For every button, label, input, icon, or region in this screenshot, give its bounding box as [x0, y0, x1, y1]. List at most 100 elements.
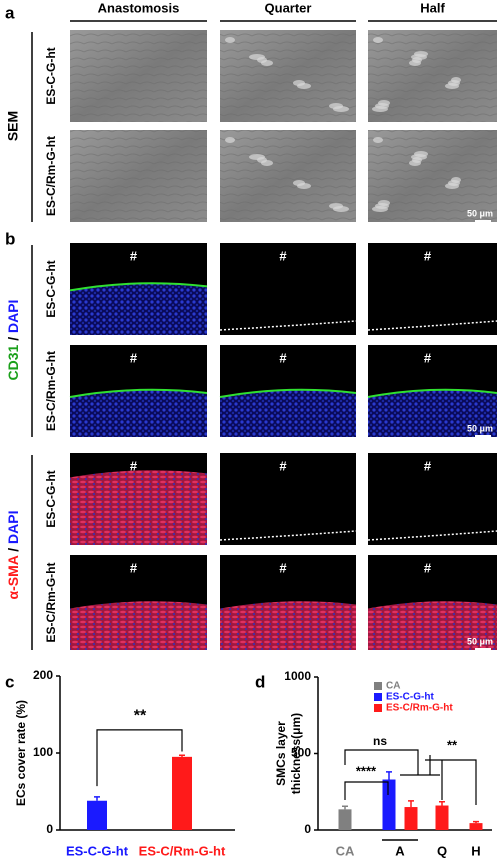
row-label: ES-C/Rm-G-ht: [44, 136, 58, 216]
row-label: ES-C-G-ht: [44, 47, 58, 104]
sem-debris: [293, 180, 305, 186]
tissue: [70, 601, 207, 650]
error-bar: [179, 754, 185, 757]
column-header: Anastomosis: [98, 0, 180, 15]
endothelium: [219, 388, 357, 398]
sem-debris: [225, 137, 235, 143]
bar: [382, 779, 396, 830]
sem-texture: [368, 130, 497, 222]
legend-label: ES-C-G-ht: [386, 692, 434, 703]
lumen-marker: #: [424, 248, 432, 263]
lumen-marker: #: [130, 458, 138, 473]
error-bar: [342, 805, 348, 810]
x-tick-label: A: [395, 843, 405, 858]
row-group-label: SEM: [5, 111, 21, 141]
y-tick-label: 500: [291, 746, 311, 760]
y-axis-label: thickness(μm): [289, 713, 303, 794]
row-label: ES-C-G-ht: [44, 260, 58, 317]
stain-label: CD31 / DAPI: [5, 300, 21, 381]
error-bar: [386, 771, 392, 780]
panel-label: c: [5, 672, 14, 691]
micrograph: [368, 243, 497, 335]
lumen-edge: [367, 530, 498, 541]
annotation: ****: [356, 763, 377, 778]
row-label: ES-C/Rm-G-ht: [44, 351, 58, 431]
legend-label: CA: [386, 681, 400, 692]
sem-debris: [249, 54, 265, 60]
x-tick-label: ES-C/Rm-G-ht: [139, 843, 226, 858]
endothelium: [69, 282, 208, 292]
lumen-marker: #: [279, 350, 287, 365]
panel-label: d: [255, 672, 265, 691]
lumen-edge: [367, 320, 498, 331]
sig-bracket: [344, 749, 419, 765]
row-label: ES-C/Rm-G-ht: [44, 563, 58, 643]
legend-label: ES-C/Rm-G-ht: [386, 703, 453, 714]
y-axis-label: ECs cover rate (%): [14, 700, 28, 806]
tissue: [368, 601, 497, 650]
annotation: **: [447, 737, 458, 752]
annotation: **: [134, 707, 147, 724]
bar: [435, 805, 449, 830]
bar: [338, 809, 352, 830]
error-bar: [473, 820, 479, 824]
sem-debris: [414, 51, 428, 57]
bar: [87, 800, 107, 830]
tissue: [70, 389, 207, 437]
column-header: Half: [420, 0, 445, 15]
lumen-marker: #: [424, 458, 432, 473]
sem-debris: [373, 137, 383, 143]
x-tick-label: Q: [437, 843, 447, 858]
tissue: [70, 470, 207, 545]
sem-debris: [451, 77, 461, 83]
tissue: [70, 283, 207, 335]
scale-bar-label: 50 μm: [467, 636, 493, 646]
stain-part: /: [5, 548, 21, 552]
error-bar: [439, 800, 445, 806]
sem-debris: [414, 151, 428, 157]
stain-label: α-SMA / DAPI: [5, 511, 21, 600]
endothelium: [69, 388, 208, 398]
stain-part: CD31: [5, 344, 21, 380]
lumen-marker: #: [130, 248, 138, 263]
legend-swatch: [374, 704, 382, 712]
sem-debris: [378, 100, 390, 106]
legend-swatch: [374, 693, 382, 701]
lumen-marker: #: [279, 248, 287, 263]
bar: [469, 823, 483, 830]
scale-bar-label: 50 μm: [467, 208, 493, 218]
sem-debris: [249, 154, 265, 160]
sig-bracket: [344, 781, 389, 800]
sig-bracket: [96, 729, 183, 787]
sem-debris: [293, 80, 305, 86]
panel-label: a: [5, 3, 15, 22]
stain-part: /: [5, 337, 21, 341]
bar: [172, 756, 192, 830]
sig-bracket: [400, 755, 477, 805]
lumen-marker: #: [424, 350, 432, 365]
y-tick-label: 1000: [284, 669, 311, 683]
scale-bar-label: 50 μm: [467, 423, 493, 433]
x-tick-label: CA: [336, 843, 355, 858]
sem-debris: [329, 203, 343, 209]
tissue: [220, 601, 356, 650]
micrograph: [220, 453, 356, 545]
micrograph: [220, 243, 356, 335]
sem-texture: [70, 30, 207, 122]
endothelium: [367, 388, 498, 398]
row-label: ES-C-G-ht: [44, 470, 58, 527]
x-tick-label: H: [471, 843, 480, 858]
error-bar: [94, 796, 100, 801]
lumen-marker: #: [130, 350, 138, 365]
sem-texture: [368, 30, 497, 122]
lumen-edge: [219, 530, 357, 541]
bar: [404, 807, 418, 830]
stain-part: DAPI: [5, 511, 21, 544]
panel-label: b: [5, 229, 15, 248]
lumen-marker: #: [279, 560, 287, 575]
lumen-marker: #: [279, 458, 287, 473]
sem-debris: [373, 37, 383, 43]
x-tick-label: ES-C-G-ht: [66, 843, 129, 858]
micrograph: [368, 453, 497, 545]
